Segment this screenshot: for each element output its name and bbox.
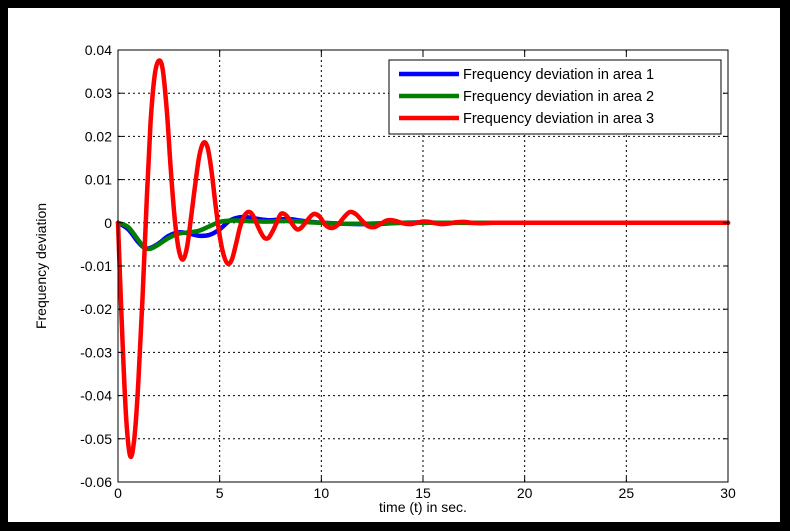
figure: 0 5 10 15 20 25 30 -0.06 -0.05 -0.04 -0.03 -0.02 -0.… — [8, 8, 780, 522]
y-tick-label: 0.01 — [85, 172, 112, 188]
axis-ticks: 0 5 10 15 20 25 30 -0.06 -0.05 -0.04 -0.03 -0.02 -0.… — [80, 42, 736, 501]
y-tick-label: -0.04 — [80, 388, 112, 404]
y-tick-label: -0.06 — [80, 474, 112, 490]
x-tick-label: 5 — [216, 485, 224, 501]
y-tick-label: 0.02 — [85, 128, 112, 144]
x-tick-label: 20 — [517, 485, 533, 501]
y-tick-label: 0 — [104, 215, 112, 231]
y-tick-label: -0.02 — [80, 301, 112, 317]
y-tick-label: 0.04 — [85, 42, 112, 58]
frequency-deviation-chart: 0 5 10 15 20 25 30 -0.06 -0.05 -0.04 -0.03 -0.02 -0.… — [33, 42, 736, 515]
y-tick-label: 0.03 — [85, 85, 112, 101]
y-axis-label: Frequency deviation — [33, 203, 49, 329]
y-tick-label: -0.03 — [80, 344, 112, 360]
x-axis-label: time (t) in sec. — [379, 499, 467, 515]
legend: Frequency deviation in area 1 Frequency d… — [388, 59, 722, 135]
y-tick-label: -0.05 — [80, 431, 112, 447]
legend-entry-area-1: Frequency deviation in area 1 — [463, 67, 654, 83]
x-tick-label: 15 — [415, 485, 431, 501]
x-tick-label: 10 — [314, 485, 330, 501]
x-tick-label: 0 — [114, 485, 122, 501]
legend-entry-area-2: Frequency deviation in area 2 — [463, 89, 654, 105]
x-tick-label: 30 — [720, 485, 736, 501]
y-tick-label: -0.01 — [80, 258, 112, 274]
x-tick-label: 25 — [619, 485, 635, 501]
legend-entry-area-3: Frequency deviation in area 3 — [463, 111, 654, 127]
series-line-area-3 — [115, 58, 731, 460]
series-lines — [115, 58, 731, 460]
